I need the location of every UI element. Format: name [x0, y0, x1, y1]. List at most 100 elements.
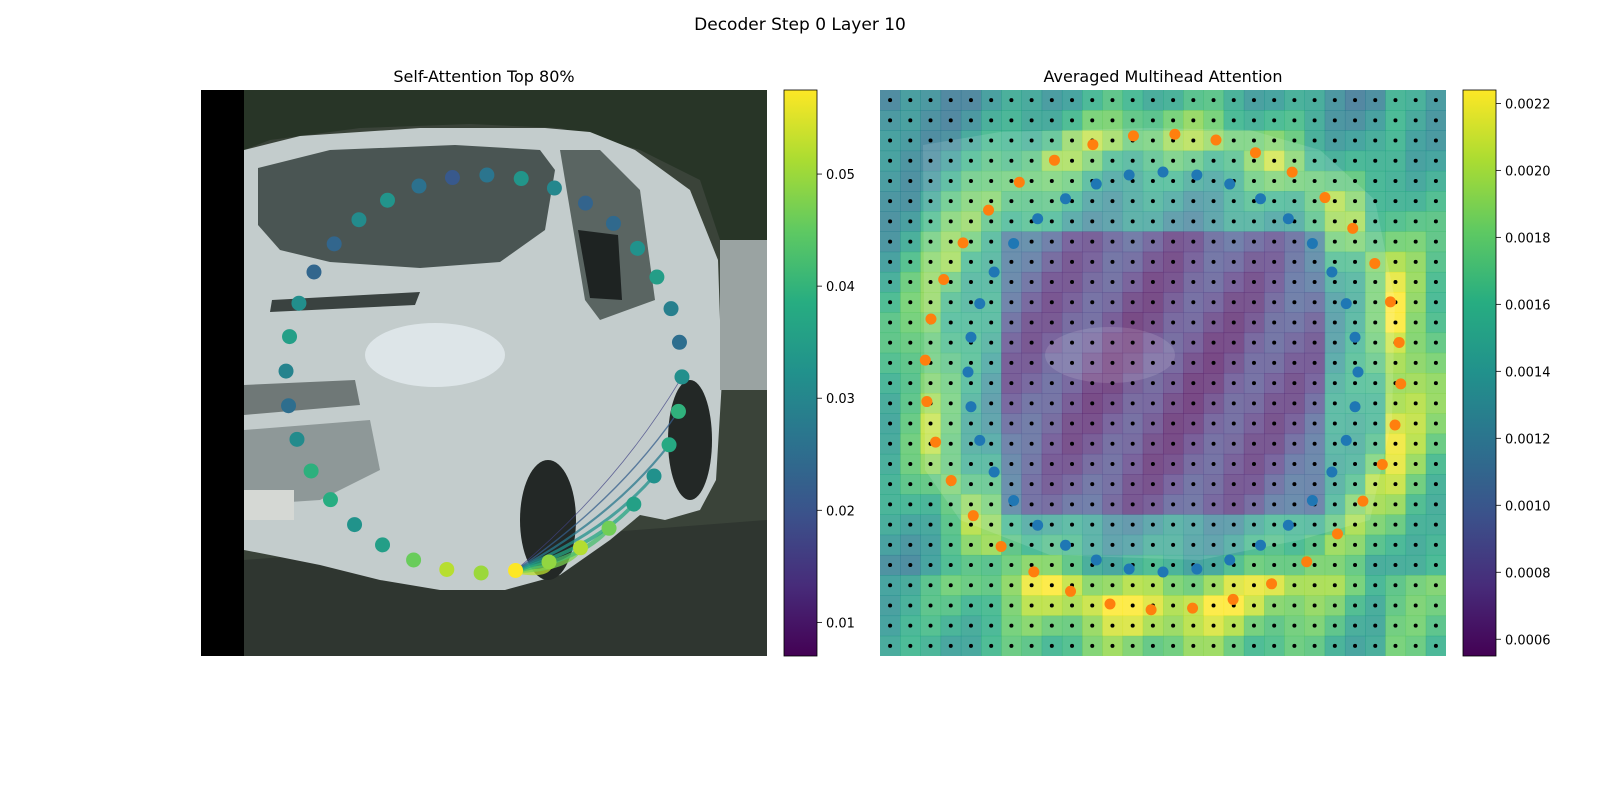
grid-dot — [1049, 421, 1054, 426]
grid-dot — [1110, 178, 1115, 183]
grid-dot — [968, 300, 973, 305]
grid-dot — [968, 461, 973, 466]
grid-dot — [1150, 401, 1155, 406]
grid-dot — [1413, 441, 1418, 446]
grid-dot — [948, 158, 953, 163]
grid-dot — [1272, 320, 1277, 325]
grid-dot — [1171, 219, 1176, 224]
grid-dot — [1191, 280, 1196, 285]
grid-dot — [1009, 522, 1014, 527]
grid-dot — [1070, 178, 1075, 183]
grid-dot — [1070, 623, 1075, 628]
grid-dot — [1413, 522, 1418, 527]
grid-dot — [1130, 381, 1135, 386]
grid-dot — [1191, 623, 1196, 628]
grid-dot — [1393, 461, 1398, 466]
grid-dot — [1312, 643, 1317, 648]
grid-dot — [1090, 300, 1095, 305]
grid-dot — [908, 502, 913, 507]
grid-dot — [1413, 401, 1418, 406]
grid-dot — [888, 300, 893, 305]
grid-dot — [908, 643, 913, 648]
grid-dot — [1009, 98, 1014, 103]
grid-dot — [1312, 583, 1317, 588]
grid-dot — [928, 522, 933, 527]
grid-dot — [1009, 583, 1014, 588]
inner-point — [988, 266, 1000, 278]
grid-dot — [948, 563, 953, 568]
grid-dot — [1272, 401, 1277, 406]
grid-dot — [888, 421, 893, 426]
outer-point — [1227, 593, 1239, 605]
grid-dot — [1130, 199, 1135, 204]
grid-dot — [1312, 401, 1317, 406]
grid-dot — [1393, 158, 1398, 163]
grid-dot — [1049, 280, 1054, 285]
outer-point — [925, 313, 937, 325]
grid-dot — [1090, 320, 1095, 325]
grid-dot — [1433, 502, 1438, 507]
grid-dot — [1292, 360, 1297, 365]
grid-dot — [1211, 441, 1216, 446]
grid-dot — [1049, 259, 1054, 264]
grid-dot — [1353, 138, 1358, 143]
grid-dot — [1373, 542, 1378, 547]
grid-dot — [948, 340, 953, 345]
grid-dot — [1150, 259, 1155, 264]
grid-dot — [1191, 138, 1196, 143]
grid-dot — [1090, 239, 1095, 244]
grid-dot — [1413, 603, 1418, 608]
grid-dot — [989, 542, 994, 547]
grid-dot — [1029, 502, 1034, 507]
grid-dot — [1211, 178, 1216, 183]
grid-dot — [1292, 583, 1297, 588]
grid-dot — [1251, 320, 1256, 325]
grid-dot — [1312, 259, 1317, 264]
grid-dot — [989, 522, 994, 527]
polygon-point — [572, 540, 588, 556]
grid-dot — [1049, 219, 1054, 224]
polygon-point — [674, 369, 690, 385]
outer-point — [1028, 566, 1040, 578]
grid-dot — [1049, 563, 1054, 568]
grid-dot — [1191, 643, 1196, 648]
grid-dot — [1231, 381, 1236, 386]
grid-dot — [948, 199, 953, 204]
inner-point — [962, 366, 974, 378]
grid-dot — [1433, 138, 1438, 143]
grid-dot — [1191, 401, 1196, 406]
grid-dot — [1312, 118, 1317, 123]
grid-dot — [1150, 381, 1155, 386]
grid-dot — [968, 583, 973, 588]
grid-dot — [1211, 199, 1216, 204]
inner-point — [1340, 434, 1352, 446]
grid-dot — [989, 158, 994, 163]
grid-dot — [908, 482, 913, 487]
grid-dot — [1353, 623, 1358, 628]
grid-dot — [1211, 360, 1216, 365]
grid-dot — [1191, 522, 1196, 527]
grid-dot — [908, 158, 913, 163]
grid-dot — [1393, 320, 1398, 325]
grid-dot — [948, 239, 953, 244]
grid-dot — [968, 138, 973, 143]
grid-dot — [1272, 300, 1277, 305]
grid-dot — [1171, 259, 1176, 264]
grid-dot — [948, 401, 953, 406]
grid-dot — [1211, 239, 1216, 244]
inner-point — [1255, 539, 1266, 551]
grid-dot — [928, 583, 933, 588]
grid-dot — [908, 542, 913, 547]
outer-point — [1065, 585, 1077, 597]
grid-dot — [1353, 158, 1358, 163]
left-panel-title: Self-Attention Top 80% — [393, 67, 574, 86]
grid-dot — [1231, 280, 1236, 285]
grid-dot — [1251, 623, 1256, 628]
grid-dot — [1251, 360, 1256, 365]
grid-dot — [1292, 239, 1297, 244]
grid-dot — [1049, 98, 1054, 103]
grid-dot — [888, 360, 893, 365]
grid-dot — [1373, 239, 1378, 244]
grid-dot — [1009, 482, 1014, 487]
grid-dot — [1171, 178, 1176, 183]
